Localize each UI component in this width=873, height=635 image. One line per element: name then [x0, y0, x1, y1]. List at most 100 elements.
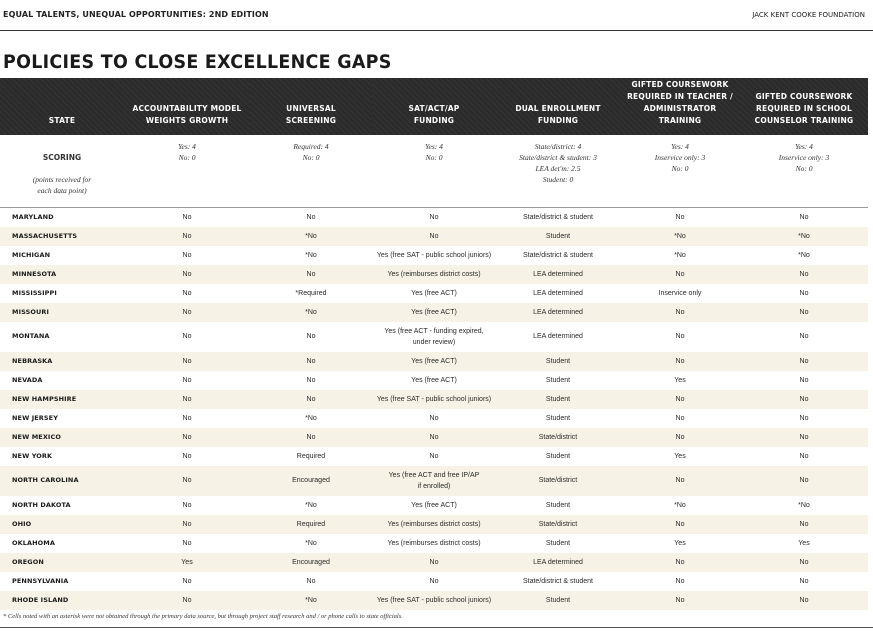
policy-value-cell: No: [124, 465, 250, 496]
policy-value-cell: Required: [296, 452, 326, 460]
policy-value-cell: No: [182, 539, 192, 547]
policy-value-cell: No: [799, 289, 809, 297]
policy-value-cell: Student: [496, 590, 620, 610]
policy-value-cell: *Required: [295, 289, 327, 297]
policy-value-cell: No: [124, 264, 250, 284]
state-name-cell: MONTANA: [12, 332, 50, 340]
policy-value-cell: No: [799, 333, 809, 340]
policy-value-cell: Yes (free ACT - funding expired, under r…: [384, 327, 484, 346]
column-header-universal-screening: UNIVERSAL SCREENING: [250, 78, 372, 135]
policy-value-cell: No: [620, 427, 740, 447]
policy-value-cell: *No: [740, 226, 868, 246]
policy-value-cell: No: [740, 264, 868, 284]
policy-value-cell: Inservice only: [658, 289, 702, 297]
policy-value-cell: State/district & student: [522, 577, 594, 585]
policy-value-cell: No: [182, 251, 192, 259]
policy-value-cell: No: [620, 514, 740, 534]
table-row: NEW MEXICO No No No State/district No No: [0, 427, 868, 447]
state-name-cell: NEW MEXICO: [0, 427, 124, 447]
policy-value-cell: No: [306, 577, 316, 585]
state-name-cell: MINNESOTA: [0, 264, 124, 284]
policy-value-cell: No: [620, 465, 740, 496]
policy-value-cell: Yes (free ACT): [372, 302, 496, 322]
table-row: MINNESOTA No No Yes (reimburses district co…: [0, 264, 868, 284]
policy-value-cell: Yes (free ACT): [372, 351, 496, 371]
state-name-cell: RHODE ISLAND: [0, 590, 124, 610]
table-row: PENNSYLVANIA No No No State/district & stude…: [0, 572, 868, 591]
scoring-cell: Yes: 4 Inservice only: 3 No: 0: [620, 135, 740, 208]
policy-value-cell: No: [182, 414, 192, 422]
policy-value-cell: Yes (free SAT - public school juniors): [372, 590, 496, 610]
table-row: RHODE ISLAND No *No Yes (free SAT - public …: [0, 590, 868, 610]
table-row: NEW HAMPSHIRE No No Yes (free SAT - public …: [0, 389, 868, 409]
state-name-cell: NEBRASKA: [0, 351, 124, 371]
policy-value-cell: No: [740, 427, 868, 447]
policy-value-cell: No: [429, 213, 439, 221]
table-row: MICHIGAN No *No Yes (free SAT - public scho…: [0, 246, 868, 265]
policy-value-cell: No: [675, 213, 685, 221]
state-name-cell: NEVADA: [12, 375, 43, 384]
policy-value-cell: No: [675, 577, 685, 585]
policy-value-cell: No: [429, 414, 439, 422]
policy-value-cell: *No: [250, 302, 372, 322]
policy-value-cell: Yes (free ACT and free IP/AP if enrolled…: [372, 465, 496, 496]
policy-value-cell: No: [124, 389, 250, 409]
policy-value-cell: No: [799, 577, 809, 585]
policy-value-cell: Student: [545, 376, 571, 384]
table-row: OKLAHOMA No *No Yes (reimburses district co…: [0, 534, 868, 553]
state-name-cell: MISSOURI: [0, 302, 124, 322]
policy-value-cell: Student: [545, 414, 571, 422]
state-name-cell: MASSACHUSETTS: [0, 226, 124, 246]
policy-value-cell: Yes (free ACT): [411, 376, 457, 384]
policy-value-cell: *No: [674, 251, 686, 259]
policy-value-cell: Yes: [674, 539, 686, 547]
policy-value-cell: No: [740, 351, 868, 371]
policy-value-cell: No: [182, 501, 192, 509]
policy-value-cell: No: [124, 514, 250, 534]
policy-value-cell: Yes: [124, 552, 250, 572]
scoring-label-cell: SCORING (points received for each data p…: [0, 135, 124, 208]
policy-value-cell: Yes (reimburses district costs): [372, 264, 496, 284]
table-row: OHIO No Required Yes (reimburses district c…: [0, 514, 868, 534]
policy-value-cell: *No: [798, 251, 810, 259]
policy-value-cell: No: [740, 514, 868, 534]
policy-value-cell: Student: [496, 389, 620, 409]
policy-value-cell: Yes (free SAT - public school juniors): [376, 251, 492, 259]
header-divider: [0, 30, 873, 31]
state-name-cell: MISSISSIPPI: [12, 288, 57, 297]
state-name-cell: OKLAHOMA: [12, 538, 55, 547]
policy-value-cell: No: [740, 590, 868, 610]
footnote: * Cells noted with an asterisk were not …: [3, 613, 403, 620]
column-header-state: STATE: [0, 78, 124, 135]
scoring-label: SCORING: [42, 153, 82, 162]
state-name-cell: MICHIGAN: [12, 250, 51, 259]
policy-value-cell: Encouraged: [250, 552, 372, 572]
policy-value-cell: No: [372, 427, 496, 447]
policy-value-cell: No: [182, 577, 192, 585]
state-name-cell: NORTH CAROLINA: [0, 465, 124, 496]
policy-value-cell: Yes (reimburses district costs): [387, 539, 481, 547]
table-row: MASSACHUSETTS No *No No Student *No *No: [0, 226, 868, 246]
policy-value-cell: *No: [620, 226, 740, 246]
policy-value-cell: Yes: [798, 539, 810, 547]
policy-value-cell: No: [620, 264, 740, 284]
policy-value-cell: No: [740, 302, 868, 322]
scoring-cell: Yes: 4 No: 0: [124, 135, 250, 208]
policy-table-container: STATE ACCOUNTABILITY MODEL WEIGHTS GROWT…: [0, 78, 873, 610]
policy-value-cell: No: [124, 226, 250, 246]
policy-value-cell: No: [620, 351, 740, 371]
scoring-cell: Required: 4 No: 0: [250, 135, 372, 208]
publisher-name: JACK KENT COOKE FOUNDATION: [752, 11, 865, 19]
state-name-cell: OHIO: [0, 514, 124, 534]
policy-value-cell: LEA determined: [496, 264, 620, 284]
table-row: MISSISSIPPI No *Required Yes (free ACT) LEA …: [0, 284, 868, 303]
policy-value-cell: State/district: [496, 514, 620, 534]
policy-value-cell: No: [306, 213, 316, 221]
scoring-row: SCORING (points received for each data p…: [0, 135, 868, 208]
policy-value-cell: LEA determined: [533, 333, 583, 340]
policy-value-cell: No: [620, 552, 740, 572]
policy-value-cell: Encouraged: [250, 465, 372, 496]
scoring-cell: Yes: 4 Inservice only: 3 No: 0: [740, 135, 868, 208]
table-row: NEBRASKA No No Yes (free ACT) Student No No: [0, 351, 868, 371]
policy-value-cell: No: [429, 577, 439, 585]
